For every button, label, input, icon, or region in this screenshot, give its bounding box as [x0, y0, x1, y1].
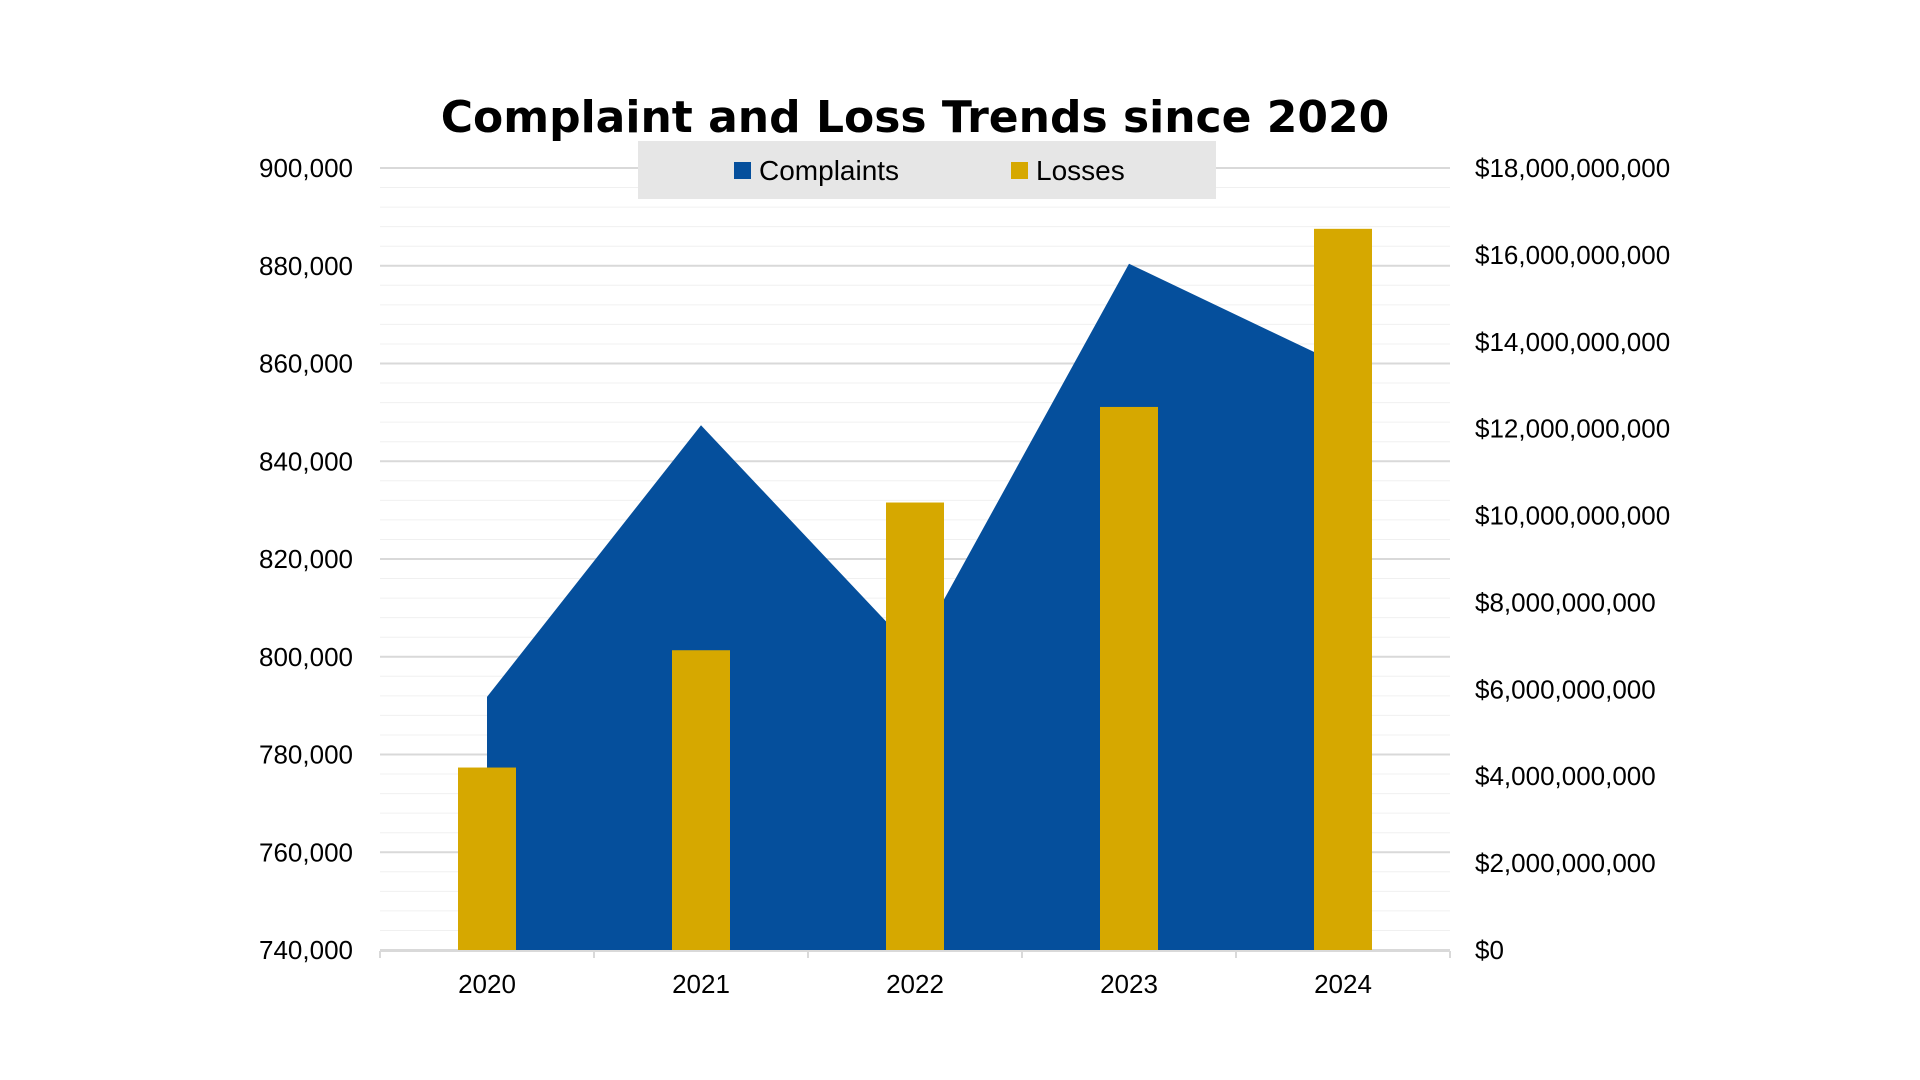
right-y-tick-label: $14,000,000,000: [1475, 327, 1670, 357]
legend: Complaints Losses: [638, 141, 1216, 199]
losses-bar-2021: [672, 650, 730, 950]
losses-bar-layer: [458, 228, 1372, 951]
losses-bar-2024: [1314, 228, 1372, 951]
left-y-tick-label: 900,000: [259, 153, 353, 183]
left-y-tick-label: 860,000: [259, 349, 353, 379]
left-y-tick-label: 840,000: [259, 446, 353, 476]
x-tick-label: 2024: [1314, 969, 1372, 999]
right-y-tick-label: $4,000,000,000: [1475, 761, 1656, 791]
left-y-tick-label: 780,000: [259, 740, 353, 770]
right-y-tick-label: $8,000,000,000: [1475, 587, 1656, 617]
losses-bar-2023: [1100, 406, 1158, 950]
right-y-tick-label: $12,000,000,000: [1475, 414, 1670, 444]
losses-bar-2022: [886, 502, 944, 950]
axes: 2020 2021 2022 2023 2024 740,000 760,000 780,00…: [259, 153, 1670, 999]
right-y-tick-label: $18,000,000,000: [1475, 153, 1670, 183]
x-tick-label: 2023: [1100, 969, 1158, 999]
right-y-tick-label: $6,000,000,000: [1475, 674, 1656, 704]
left-y-tick-label: 800,000: [259, 642, 353, 672]
right-y-tick-label: $16,000,000,000: [1475, 240, 1670, 270]
legend-label-complaints: Complaints: [759, 155, 899, 186]
x-tick-label: 2020: [458, 969, 516, 999]
left-y-tick-label: 880,000: [259, 251, 353, 281]
right-y-tick-label: $10,000,000,000: [1475, 501, 1670, 531]
legend-swatch-losses: [1011, 162, 1028, 179]
legend-label-losses: Losses: [1036, 155, 1125, 186]
left-y-tick-label: 740,000: [259, 935, 353, 965]
x-tick-label: 2021: [672, 969, 730, 999]
right-y-tick-label: $0: [1475, 935, 1504, 965]
left-y-tick-label: 820,000: [259, 544, 353, 574]
losses-bar-2020: [458, 767, 516, 950]
legend-swatch-complaints: [734, 162, 751, 179]
x-tick-label: 2022: [886, 969, 944, 999]
chart-title: Complaint and Loss Trends since 2020: [441, 92, 1390, 143]
left-y-tick-label: 760,000: [259, 837, 353, 867]
right-y-tick-label: $2,000,000,000: [1475, 848, 1656, 878]
legend-box: [638, 141, 1216, 199]
